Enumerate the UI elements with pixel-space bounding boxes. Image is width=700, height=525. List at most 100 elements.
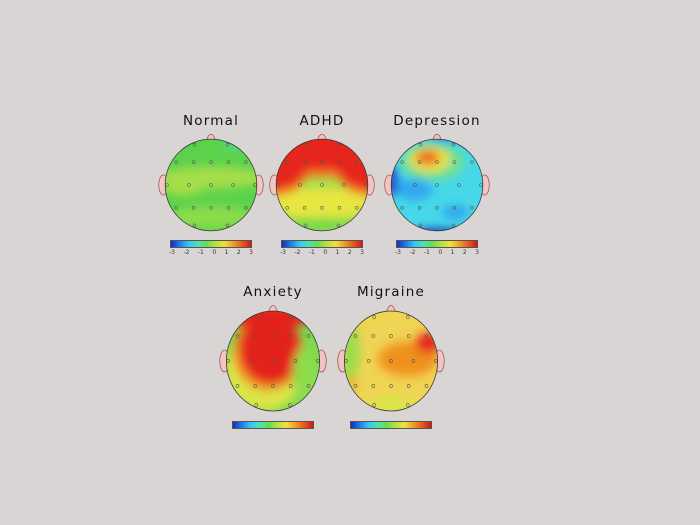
- colorbar-tick-label: -2: [294, 249, 301, 256]
- electrode-marker: [372, 403, 376, 407]
- electrode-marker: [406, 334, 411, 338]
- electrode-marker: [413, 183, 417, 187]
- electrode-marker: [434, 359, 438, 363]
- colorbar: [232, 421, 314, 429]
- electrode-marker: [288, 384, 293, 388]
- electrode-marker: [342, 183, 346, 187]
- colorbar-tick-label: 1: [335, 249, 340, 256]
- colorbar-tick-label: 0: [438, 249, 443, 256]
- electrode-marker: [191, 160, 196, 164]
- electrode-marker: [336, 142, 341, 147]
- electrode-marker: [306, 384, 311, 388]
- head-outline: [164, 138, 258, 232]
- electrode-marker: [457, 183, 461, 187]
- electrode-marker: [235, 384, 240, 388]
- electrode-marker: [406, 315, 410, 319]
- colorbar-ticks-unlabeled: [231, 430, 315, 434]
- electrode-marker: [226, 359, 230, 363]
- head-outline: [275, 138, 369, 232]
- map-title: Anxiety: [243, 284, 303, 300]
- colorbar-tick-label: 2: [347, 249, 352, 256]
- electrode-marker: [389, 384, 393, 388]
- map-title: Migraine: [356, 284, 425, 300]
- electrode-marker: [253, 384, 258, 388]
- electrode-marker: [470, 160, 474, 164]
- electrode-marker: [248, 359, 253, 363]
- electrode-marker: [344, 359, 348, 363]
- electrode-marker: [192, 223, 197, 228]
- colorbar: [281, 240, 363, 248]
- colorbar-ticks-unlabeled: [349, 430, 433, 434]
- electrode-marker: [293, 359, 298, 363]
- electrode-marker: [187, 183, 191, 187]
- electrode-marker: [235, 334, 240, 338]
- colorbar-tick-label: 1: [450, 249, 455, 256]
- electrode-marker: [191, 206, 196, 210]
- electrode-marker: [253, 183, 257, 187]
- electrode-marker: [418, 142, 423, 147]
- electrode-marker: [418, 223, 423, 228]
- map-depression: Depression -3 -2 -1 0 1 2 3: [377, 112, 497, 256]
- colorbar-tick-label: -2: [409, 249, 416, 256]
- electrode-marker: [400, 206, 404, 210]
- map-title: ADHD: [299, 113, 345, 129]
- colorbar-tick-label: -1: [308, 249, 315, 256]
- electrode-marker: [209, 183, 213, 187]
- electrode-marker: [355, 206, 359, 210]
- electrode-marker: [271, 384, 275, 388]
- colorbar-ticks: -3 -2 -1 0 1 2 3: [280, 249, 364, 256]
- electrode-marker: [192, 142, 197, 147]
- electrode-marker: [479, 183, 483, 187]
- head-outline: [390, 138, 484, 232]
- colorbar-tick-label: 3: [360, 249, 364, 256]
- electrode-marker: [406, 403, 410, 407]
- electrode-marker: [411, 359, 416, 363]
- electrode-marker: [337, 206, 342, 210]
- electrode-marker: [320, 183, 324, 187]
- electrode-marker: [435, 206, 439, 210]
- head-outline: [343, 310, 439, 412]
- electrode-marker: [336, 223, 341, 228]
- electrode-marker: [371, 334, 376, 338]
- electrode-marker: [225, 223, 230, 228]
- electrode-marker: [288, 334, 293, 338]
- electrode-marker: [320, 160, 324, 164]
- electrode-marker: [337, 160, 342, 164]
- electrode-marker: [364, 183, 368, 187]
- colorbar-tick-label: 1: [224, 249, 229, 256]
- head-topomap: [158, 133, 264, 232]
- colorbar: [170, 240, 252, 248]
- colorbar-tick-label: 3: [475, 249, 479, 256]
- electrode-marker: [452, 160, 457, 164]
- electrode-marker: [244, 160, 248, 164]
- electrode-marker: [209, 206, 213, 210]
- map-migraine: Migraine: [331, 283, 451, 434]
- electrode-marker: [452, 206, 457, 210]
- map-normal: Normal -3 -2 -1 0 1 2 3: [151, 112, 271, 256]
- electrode-marker: [253, 334, 258, 338]
- colorbar-tick-label: 0: [212, 249, 217, 256]
- head-topomap: [384, 133, 490, 232]
- electrode-marker: [435, 183, 439, 187]
- electrode-marker: [271, 334, 275, 338]
- colorbar: [396, 240, 478, 248]
- head-topomap: [269, 133, 375, 232]
- colorbar-ticks: -3 -2 -1 0 1 2 3: [395, 249, 479, 256]
- electrode-marker: [174, 206, 178, 210]
- electrode-marker: [306, 334, 311, 338]
- electrode-marker: [417, 206, 422, 210]
- electrode-marker: [371, 384, 376, 388]
- colorbar-tick-label: -1: [423, 249, 430, 256]
- map-title: Normal: [182, 113, 240, 129]
- colorbar-tick-label: -2: [183, 249, 190, 256]
- electrode-marker: [244, 206, 248, 210]
- colorbar-tick-label: 2: [236, 249, 241, 256]
- electrode-marker: [254, 315, 258, 319]
- electrode-marker: [174, 160, 178, 164]
- electrode-marker: [226, 206, 231, 210]
- electrode-marker: [366, 359, 371, 363]
- electrode-marker: [225, 142, 230, 147]
- electrode-marker: [391, 183, 395, 187]
- colorbar-tick-label: -3: [395, 249, 401, 256]
- colorbar-tick-label: 3: [249, 249, 253, 256]
